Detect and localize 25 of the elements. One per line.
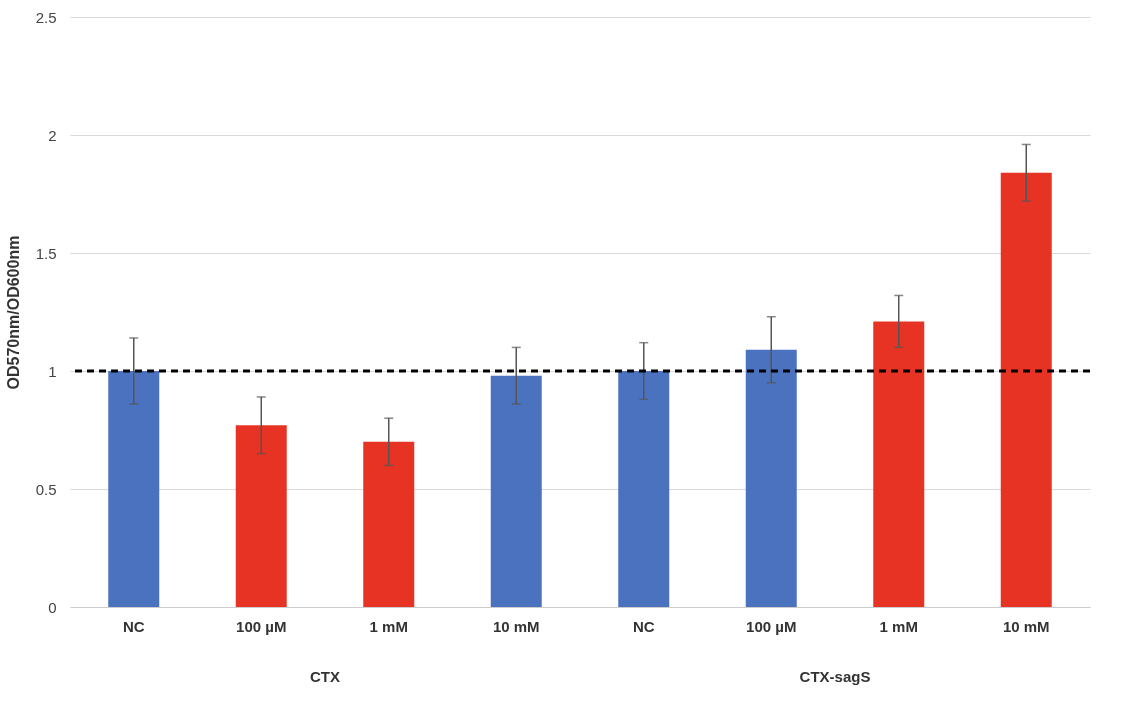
bar: [108, 371, 160, 607]
x-tick-label: NC: [632, 617, 655, 635]
x-tick-label: 1 mM: [879, 617, 918, 635]
x-tick-label: 10 mM: [1002, 617, 1050, 635]
bar: [745, 349, 797, 607]
y-tick-label: 1: [48, 362, 57, 380]
y-tick-label: 0.5: [35, 480, 57, 498]
x-tick-label: 10 mM: [492, 617, 540, 635]
bar: [873, 321, 925, 607]
x-tick-label: NC: [122, 617, 145, 635]
x-tick-label: 100 µM: [746, 617, 797, 635]
x-tick-label: 1 mM: [369, 617, 408, 635]
bar: [235, 425, 287, 607]
x-tick-label: 100 µM: [236, 617, 287, 635]
bar: [490, 375, 542, 607]
y-tick-label: 0: [48, 598, 57, 616]
y-axis-title: OD570nm/OD600nm: [4, 235, 22, 390]
text: CTX: [310, 668, 340, 685]
y-tick-label: 1.5: [35, 244, 57, 262]
text: CTX-sagS: [799, 668, 871, 685]
bar: [618, 371, 670, 607]
bar: [363, 441, 415, 607]
bar: [1000, 172, 1052, 607]
y-tick-label: 2.5: [35, 8, 57, 26]
y-tick-label: 2: [48, 126, 57, 144]
